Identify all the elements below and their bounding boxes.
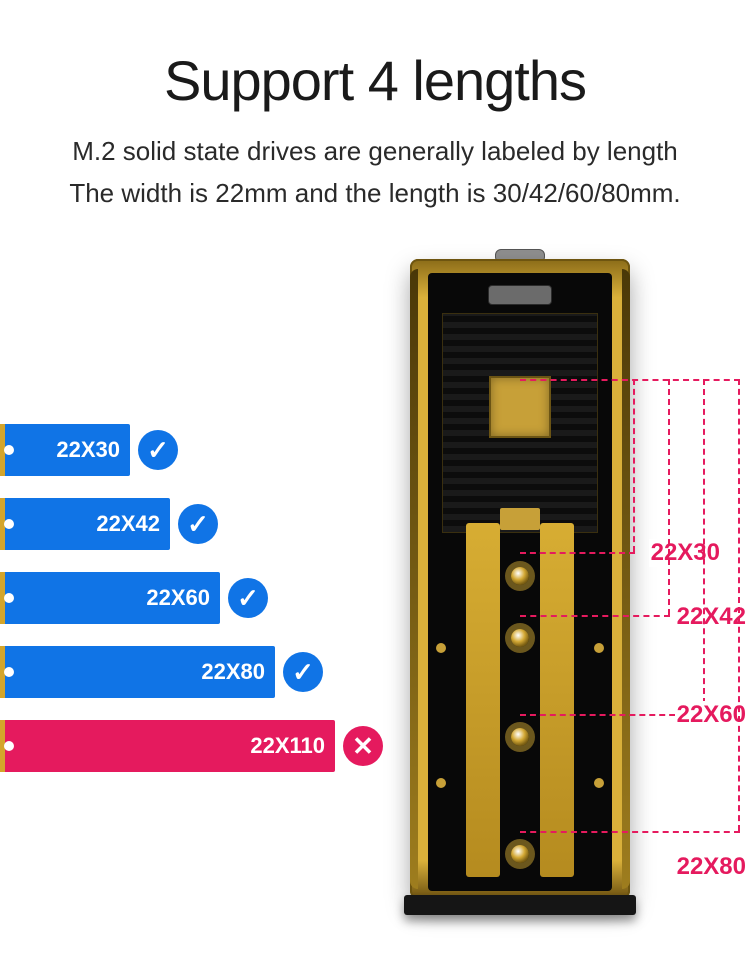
header: Support 4 lengths M.2 solid state drives… <box>0 0 750 214</box>
gold-trace-left <box>466 523 500 877</box>
size-bar-label: 22X42 <box>96 511 160 537</box>
ssd-enclosure <box>410 259 630 899</box>
guide-line-vertical <box>668 379 670 615</box>
guide-line-top <box>520 379 740 381</box>
size-bar: 22X30 <box>0 424 130 476</box>
mount-hole <box>511 629 529 647</box>
screw-hole <box>594 778 604 788</box>
gold-pad <box>500 508 540 530</box>
guide-line-vertical <box>633 379 635 552</box>
guide-line-vertical <box>703 379 705 714</box>
screw-hole <box>436 778 446 788</box>
size-bars: 22X30 ✓ 22X42 ✓ 22X60 ✓ 22X80 ✓ 22X110 ✕ <box>0 424 383 794</box>
screw-hole <box>594 643 604 653</box>
check-icon: ✓ <box>283 652 323 692</box>
mount-hole <box>511 728 529 746</box>
ssd-notch <box>4 593 14 603</box>
size-bar-label: 22X30 <box>56 437 120 463</box>
guide-line-horizontal <box>520 831 740 833</box>
ssd-notch <box>4 519 14 529</box>
size-bar: 22X60 <box>0 572 220 624</box>
size-bar: 22X110 <box>0 720 335 772</box>
size-bar-row: 22X110 ✕ <box>0 720 383 772</box>
ssd-notch <box>4 741 14 751</box>
content-area: 22X30✓22X42✓22X60✓22X80✓22X110✕ 22X3022X… <box>0 254 750 954</box>
size-bar-row: 22X60 ✓ <box>0 572 383 624</box>
size-bar: 22X80 <box>0 646 275 698</box>
size-bar-row: 22X80 ✓ <box>0 646 383 698</box>
mount-hole <box>511 845 529 863</box>
size-bar-label: 22X80 <box>201 659 265 685</box>
guide-label: 22X30 <box>649 539 722 567</box>
size-bar: 22X42 <box>0 498 170 550</box>
ssd-notch <box>4 445 14 455</box>
page-title: Support 4 lengths <box>0 48 750 113</box>
mount-hole <box>511 567 529 585</box>
size-bar-label: 22X110 <box>250 733 325 759</box>
ssd-notch <box>4 667 14 677</box>
size-bar-row: 22X42 ✓ <box>0 498 383 550</box>
pcb-board <box>428 273 612 891</box>
subtitle-line-1: M.2 solid state drives are generally lab… <box>0 131 750 173</box>
subtitle-line-2: The width is 22mm and the length is 30/4… <box>0 173 750 215</box>
guide-label: 22X42 <box>675 603 748 631</box>
dimension-guides: 22X3022X4222X6022X80 <box>630 379 740 899</box>
size-bar-label: 22X60 <box>146 585 210 611</box>
check-icon: ✓ <box>228 578 268 618</box>
guide-line-horizontal <box>520 552 635 554</box>
usb-connector-pad <box>488 285 552 305</box>
check-icon: ✓ <box>138 430 178 470</box>
guide-label: 22X80 <box>675 853 748 881</box>
guide-label: 22X60 <box>675 701 748 729</box>
controller-chip <box>491 378 549 436</box>
gold-trace-right <box>540 523 574 877</box>
screw-hole <box>436 643 446 653</box>
enclosure-base <box>404 895 636 915</box>
check-icon: ✓ <box>178 504 218 544</box>
guide-line-vertical <box>738 379 740 831</box>
guide-line-horizontal <box>520 615 670 617</box>
size-bar-row: 22X30 ✓ <box>0 424 383 476</box>
cross-icon: ✕ <box>343 726 383 766</box>
